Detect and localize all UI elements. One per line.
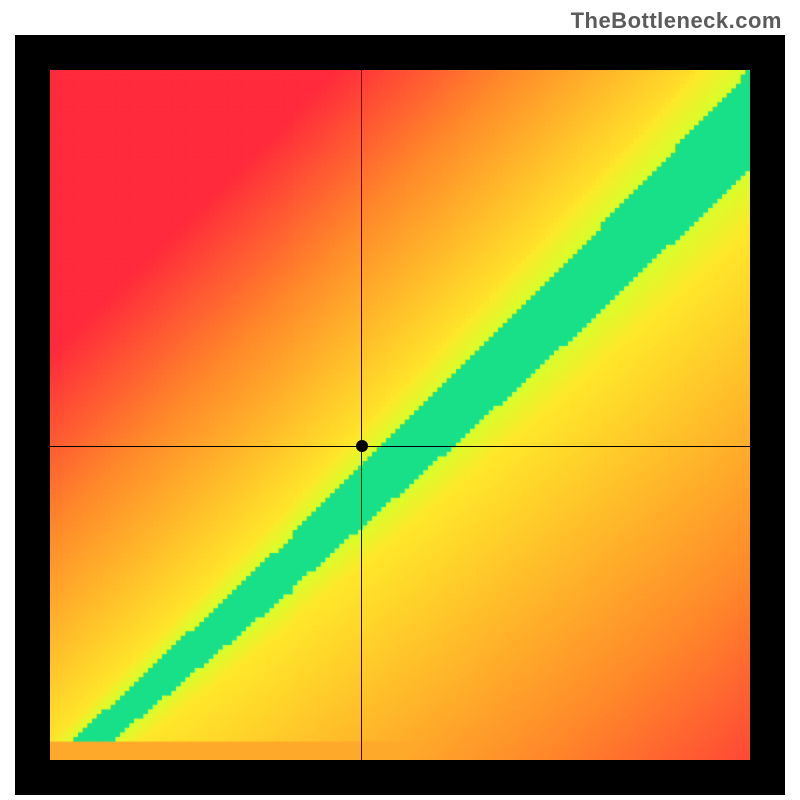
plot-canvas-wrap — [50, 70, 750, 760]
heatmap-canvas — [50, 70, 750, 760]
plot-outer-frame — [15, 35, 785, 795]
watermark-text: TheBottleneck.com — [571, 8, 782, 34]
